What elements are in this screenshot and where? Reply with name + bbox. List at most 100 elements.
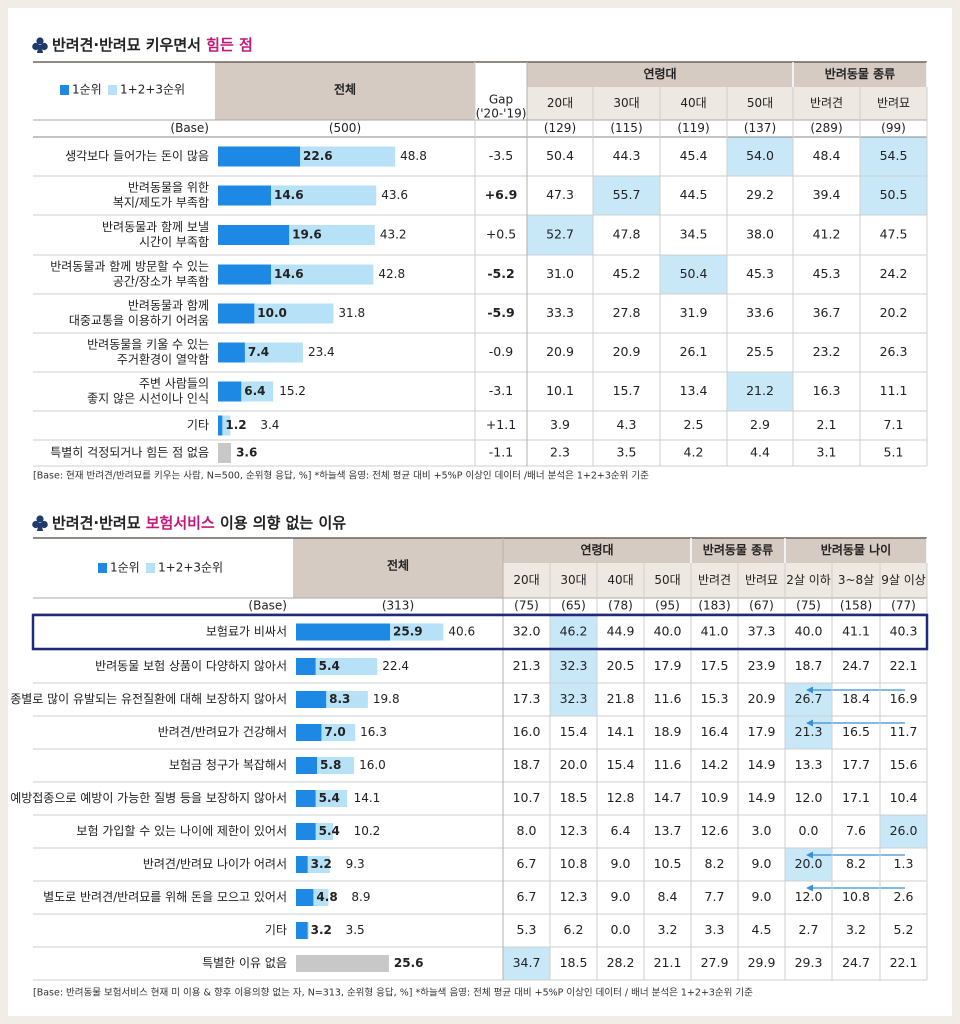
- cell-value: 3.9: [550, 417, 570, 432]
- cell-value: 13.7: [654, 823, 682, 838]
- cell-value: 2.5: [684, 417, 704, 432]
- bar-label-top3: 42.8: [378, 267, 405, 281]
- base-total: (500): [329, 121, 361, 135]
- cell-value: 21.1: [654, 955, 682, 970]
- bar-label-top1: 8.3: [329, 692, 350, 706]
- cell-value: 8.0: [517, 823, 537, 838]
- cell-value: 7.6: [846, 823, 866, 838]
- cell-value: 40.0: [795, 624, 823, 639]
- cell-value: 5.2: [894, 922, 914, 937]
- cell-value: 16.4: [701, 724, 729, 739]
- bar-top1: [296, 623, 391, 641]
- cell-value: 17.1: [842, 790, 870, 805]
- bar-label-top3: 25.6: [394, 956, 424, 970]
- cell-value: 10.9: [701, 790, 729, 805]
- cell-value: 18.4: [842, 691, 870, 706]
- cell-value: 14.1: [607, 724, 635, 739]
- cell-value: 34.5: [680, 227, 708, 242]
- bar-label-top3: 16.0: [359, 758, 386, 772]
- cell-value: 26.0: [890, 823, 918, 838]
- cell-value: 14.9: [748, 757, 776, 772]
- bar-label-top1: 14.6: [274, 188, 304, 202]
- column-header: 반려묘: [877, 96, 910, 110]
- club-leaf: [36, 37, 44, 45]
- cell-value: 15.3: [701, 691, 729, 706]
- row-label: 반려동물과 함께 보낼: [102, 220, 209, 234]
- base-value: (115): [610, 121, 642, 135]
- highlight-cell: [503, 947, 550, 980]
- cell-value: 40.0: [654, 624, 682, 639]
- cell-value: 16.0: [513, 724, 541, 739]
- bar-label-top3: 3.6: [236, 446, 257, 460]
- bar-top1: [218, 264, 271, 285]
- cell-value: 14.2: [701, 757, 729, 772]
- column-header: 반려묘: [745, 573, 778, 587]
- cell-value: 21.3: [513, 658, 541, 673]
- base-value: (75): [514, 599, 539, 613]
- column-header: 50대: [747, 96, 773, 110]
- bar-label-top1: 4.8: [316, 890, 337, 904]
- row-label: 대중교통을 이용하기 어려움: [69, 314, 209, 328]
- cell-value: 4.3: [617, 417, 637, 432]
- cell-value: 14.9: [748, 790, 776, 805]
- cell-value: 24.7: [842, 658, 870, 673]
- cell-value: 13.4: [680, 383, 708, 398]
- cell-value: 11.7: [890, 724, 918, 739]
- base-value: (137): [744, 121, 776, 135]
- cell-value: 33.6: [746, 305, 774, 320]
- total-header: 전체: [387, 558, 409, 573]
- row-label: 공간/장소가 부족함: [113, 275, 209, 289]
- group-header: 반려동물 종류: [703, 542, 773, 557]
- base-value: (95): [655, 599, 680, 613]
- cell-value: 45.3: [746, 266, 774, 281]
- highlight-cell: [550, 650, 597, 683]
- cell-value: 2.6: [894, 889, 914, 904]
- bar-label-top1: 19.6: [292, 228, 322, 242]
- bar-top3: [218, 443, 232, 463]
- cell-value: 0.0: [799, 823, 819, 838]
- row-label: 시간이 부족함: [139, 235, 209, 249]
- row-label: 별도로 반려견/반려묘를 위해 돈을 모으고 있어서: [43, 890, 287, 904]
- bar-top1: [218, 185, 271, 206]
- cell-value: 15.7: [613, 383, 641, 398]
- row-label: 복지/제도가 부족함: [113, 196, 209, 210]
- legend-label: 1+2+3순위: [158, 561, 223, 575]
- column-header: 3~8살: [838, 573, 874, 587]
- cell-value: 11.6: [654, 691, 682, 706]
- cell-value: 8.2: [705, 856, 725, 871]
- cell-value: 39.4: [813, 187, 841, 202]
- bar-label-top3: 43.2: [380, 228, 407, 242]
- section-title: 반려견·반려묘 보험서비스 이용 의향 없는 이유: [52, 514, 346, 532]
- cell-value: 32.3: [560, 658, 588, 673]
- cell-value: 12.0: [795, 889, 823, 904]
- cell-value: 44.9: [607, 624, 635, 639]
- cell-value: 26.1: [680, 344, 708, 359]
- column-header: 40대: [607, 573, 633, 587]
- cell-value: 31.0: [546, 266, 574, 281]
- cell-value: 3.2: [846, 922, 866, 937]
- row-label: 특별한 이유 없음: [202, 956, 287, 970]
- cell-value: 7.1: [884, 417, 904, 432]
- bar-top1: [296, 724, 322, 741]
- bar-label-top1: 7.4: [248, 345, 269, 359]
- bar-top1: [296, 658, 316, 675]
- cell-value: 23.2: [813, 344, 841, 359]
- title-part: 보험서비스: [146, 514, 215, 532]
- bar-label-top3: 40.6: [448, 625, 475, 639]
- highlight-cell: [860, 176, 927, 215]
- bar-top1: [296, 823, 316, 840]
- cell-value: 24.7: [842, 955, 870, 970]
- cell-value: 5.3: [517, 922, 537, 937]
- bar-label-top3: 15.2: [279, 384, 306, 398]
- bar-top1: [296, 790, 316, 807]
- cell-value: 21.2: [746, 383, 774, 398]
- bar-label-top3: 16.3: [360, 725, 387, 739]
- cell-value: 32.0: [513, 624, 541, 639]
- bar-label-top1: 25.9: [393, 625, 423, 639]
- bar-label-top3: 23.4: [308, 345, 335, 359]
- cell-value: 20.9: [546, 344, 574, 359]
- cell-value: 17.9: [654, 658, 682, 673]
- bar-label-top3: 43.6: [381, 188, 408, 202]
- title-part: 힘든 점: [206, 36, 253, 54]
- cell-value: 7.7: [705, 889, 725, 904]
